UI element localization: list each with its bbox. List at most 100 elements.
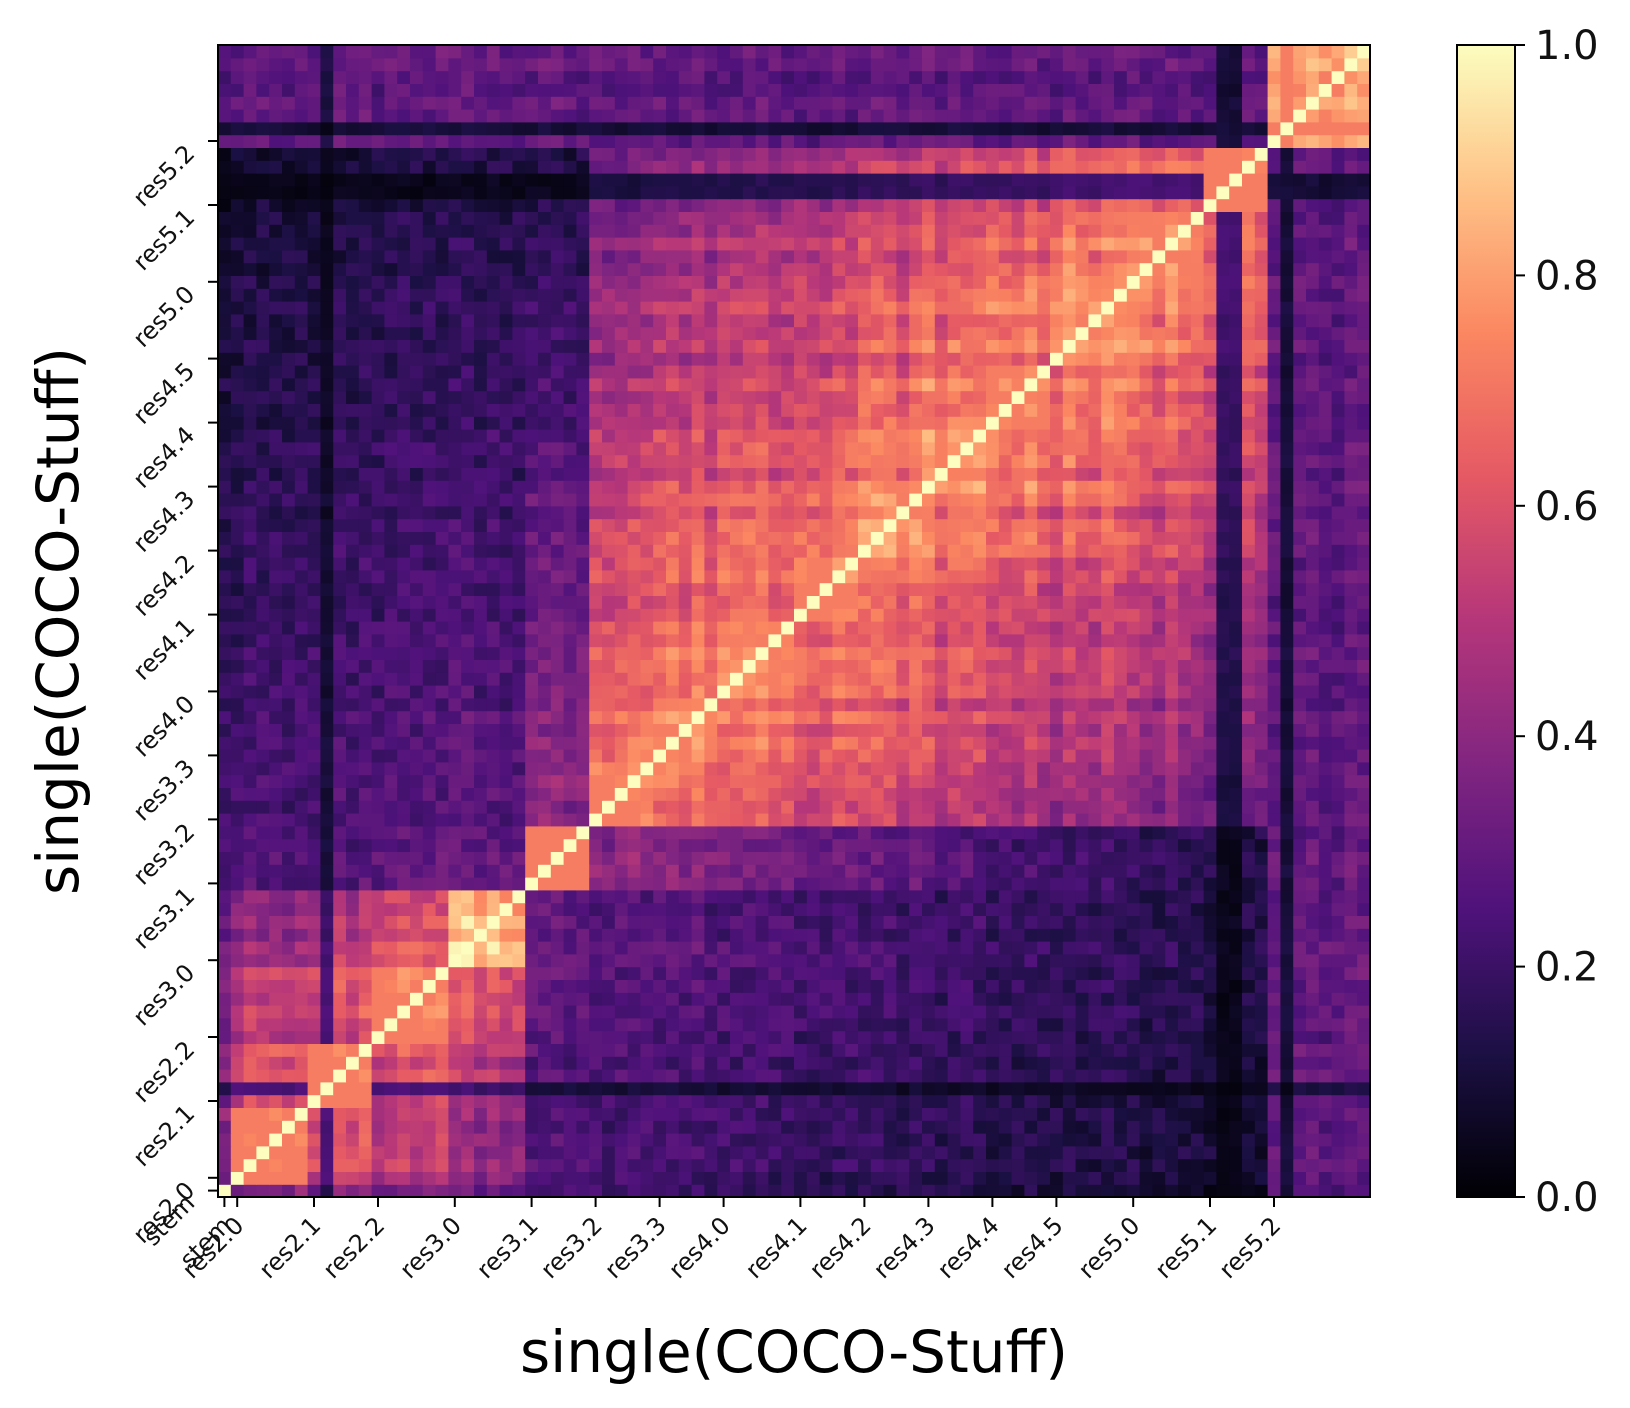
heatmap-cell xyxy=(742,966,757,980)
heatmap-cell xyxy=(1165,749,1179,763)
heatmap-cell xyxy=(512,800,526,814)
heatmap-cell xyxy=(346,1030,360,1044)
heatmap-cell xyxy=(934,1133,949,1147)
heatmap-cell xyxy=(435,1005,449,1019)
heatmap-cell xyxy=(243,697,257,712)
heatmap-cell xyxy=(1114,1069,1128,1083)
heatmap-cell xyxy=(1203,659,1217,673)
heatmap-cell xyxy=(986,1171,1000,1185)
heatmap-cell xyxy=(589,697,603,712)
heatmap-cell xyxy=(320,659,334,673)
heatmap-cell xyxy=(307,774,321,788)
heatmap-cell xyxy=(1344,1030,1358,1044)
heatmap-cell xyxy=(1152,518,1166,532)
heatmap-cell xyxy=(845,800,859,814)
heatmap-cell xyxy=(397,864,411,878)
heatmap-cell xyxy=(486,1171,501,1185)
heatmap-cell xyxy=(627,480,641,494)
heatmap-cell xyxy=(461,825,475,840)
heatmap-cell xyxy=(1203,813,1217,827)
heatmap-cell xyxy=(243,915,257,929)
heatmap-cell xyxy=(333,582,347,596)
heatmap-cell xyxy=(973,646,987,660)
heatmap-cell xyxy=(474,813,488,827)
heatmap-cell xyxy=(947,902,961,916)
heatmap-cell xyxy=(1331,800,1345,814)
heatmap-cell xyxy=(1101,736,1115,750)
heatmap-cell xyxy=(678,1171,693,1185)
heatmap-cell xyxy=(512,787,526,801)
heatmap-cell xyxy=(1062,493,1077,507)
heatmap-cell xyxy=(243,838,257,852)
heatmap-cell xyxy=(1267,557,1281,571)
heatmap-cell xyxy=(730,1069,744,1083)
heatmap-cell xyxy=(1037,864,1051,878)
heatmap-cell xyxy=(819,889,833,904)
heatmap-cell xyxy=(1254,774,1269,788)
heatmap-cell xyxy=(307,1069,321,1083)
heatmap-cell xyxy=(1216,800,1230,814)
heatmap-cell xyxy=(794,877,808,891)
heatmap-cell xyxy=(1229,621,1243,635)
heatmap-cell xyxy=(883,1120,897,1134)
heatmap-cell xyxy=(627,685,641,699)
heatmap-cell xyxy=(333,851,347,865)
heatmap-cell xyxy=(819,1107,833,1121)
heatmap-cell xyxy=(1114,646,1128,660)
heatmap-cell xyxy=(794,646,808,660)
heatmap-cell xyxy=(794,1005,808,1019)
heatmap-cell xyxy=(499,582,513,596)
heatmap-cell xyxy=(960,1158,974,1172)
heatmap-cell xyxy=(986,710,1000,724)
heatmap-cell xyxy=(1242,953,1256,968)
heatmap-cell xyxy=(883,557,897,571)
heatmap-cell xyxy=(896,697,910,712)
heatmap-cell xyxy=(691,1133,705,1147)
heatmap-cell xyxy=(845,749,859,763)
heatmap-cell xyxy=(998,749,1013,763)
heatmap-cell xyxy=(602,915,616,929)
heatmap-cell xyxy=(1357,710,1371,724)
heatmap-cell xyxy=(294,480,309,494)
heatmap-cell xyxy=(269,672,283,686)
heatmap-cell xyxy=(845,544,859,558)
heatmap-cell xyxy=(294,1145,309,1160)
heatmap-cell xyxy=(422,1094,437,1108)
heatmap-cell xyxy=(717,582,731,596)
heatmap-cell xyxy=(653,659,667,673)
heatmap-cell xyxy=(550,672,565,686)
heatmap-cell xyxy=(1062,877,1077,891)
heatmap-cell xyxy=(602,774,616,788)
heatmap-cell xyxy=(448,941,462,955)
heatmap-cell xyxy=(371,480,385,494)
heatmap-cell xyxy=(1088,1094,1102,1108)
heatmap-cell xyxy=(333,787,347,801)
heatmap-cell xyxy=(1344,595,1358,609)
heatmap-cell xyxy=(474,659,488,673)
heatmap-cell xyxy=(973,531,987,545)
heatmap-cell xyxy=(422,659,437,673)
heatmap-cell xyxy=(1126,646,1141,660)
heatmap-cell xyxy=(1050,877,1064,891)
heatmap-cell xyxy=(1101,825,1115,840)
heatmap-cell xyxy=(717,1120,731,1134)
heatmap-cell xyxy=(909,685,923,699)
heatmap-cell xyxy=(563,710,577,724)
heatmap-cell xyxy=(614,800,629,814)
heatmap-cell xyxy=(1088,1158,1102,1172)
heatmap-cell xyxy=(1178,723,1192,737)
heatmap-cell xyxy=(832,1145,846,1160)
heatmap-cell xyxy=(653,621,667,635)
heatmap-cell xyxy=(525,864,539,878)
heatmap-cell xyxy=(896,774,910,788)
heatmap-cell xyxy=(1088,697,1102,712)
heatmap-cell xyxy=(1190,1069,1205,1083)
heatmap-cell xyxy=(960,557,974,571)
heatmap-cell xyxy=(1203,595,1217,609)
heatmap-cell xyxy=(499,1056,513,1070)
heatmap-cell xyxy=(614,480,629,494)
heatmap-cell xyxy=(704,1145,718,1160)
heatmap-cell xyxy=(768,1171,782,1185)
heatmap-cell xyxy=(1267,1017,1281,1032)
heatmap-cell xyxy=(358,851,373,865)
